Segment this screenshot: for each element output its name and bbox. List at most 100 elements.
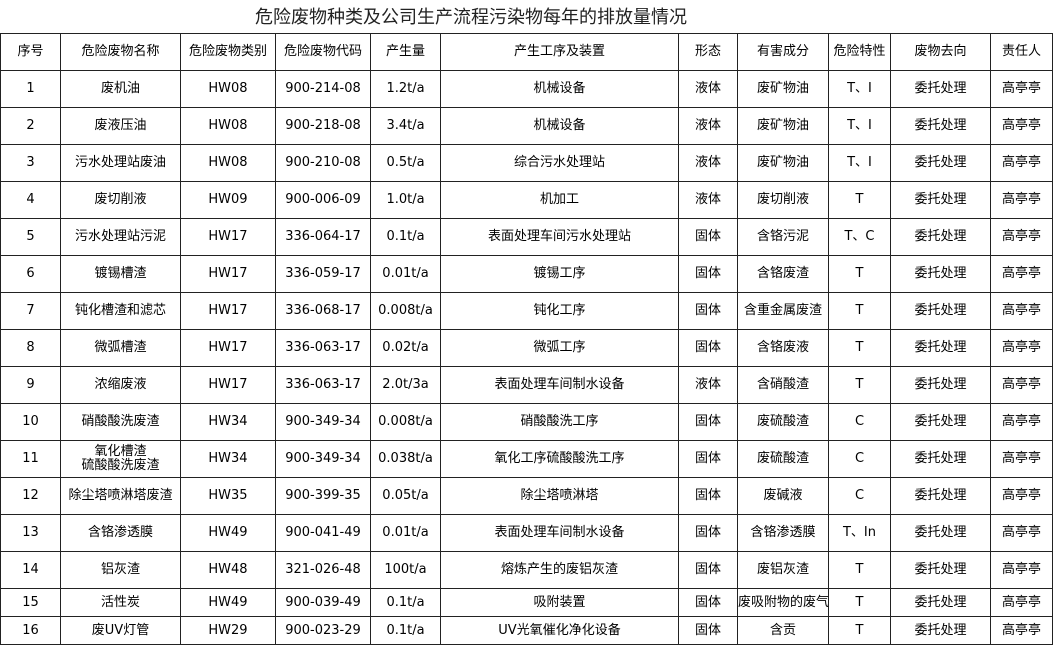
table-cell: T、In — [828, 514, 891, 552]
table-row: 2 废液压油 HW08 900-218-08 3.4t/a 机械设备 液体 废矿物油 T、I 委托… — [0, 107, 1053, 145]
table-row: 4 废切削液 HW09 900-006-09 1.0t/a 机加工 液体 废切削液 T 委托处理高… — [0, 181, 1053, 219]
table-cell: 336-063-17 — [275, 329, 371, 367]
table-cell: 吸附装置 — [440, 588, 679, 617]
table-cell: 5 — [0, 218, 61, 256]
table-cell: 委托处理 — [890, 107, 991, 145]
table-cell: 7 — [0, 292, 61, 330]
table-cell: C — [828, 477, 891, 515]
table-cell: 废切削液 — [60, 181, 181, 219]
table-cell: 0.1t/a — [370, 588, 441, 617]
table-cell: 高亭亭 — [990, 616, 1053, 645]
table-cell: 氧化槽渣 硫酸酸洗废渣 — [60, 440, 181, 478]
table-cell: HW17 — [180, 366, 276, 404]
table-cell: 900-218-08 — [275, 107, 371, 145]
table-cell: 废机油 — [60, 70, 181, 108]
table-cell: HW34 — [180, 403, 276, 441]
table-row: 10 硝酸酸洗废渣 HW34 900-349-34 0.008t/a 硝酸酸洗工序 固体 废硫… — [0, 403, 1053, 441]
table-cell: 委托处理 — [890, 588, 991, 617]
table-cell: 废液压油 — [60, 107, 181, 145]
table-row: 3 污水处理站废油 HW08 900-210-08 0.5t/a 综合污水处理站 液体 废矿物… — [0, 144, 1053, 182]
table-cell: 委托处理 — [890, 551, 991, 589]
table-body: 1 废机油 HW08 900-214-08 1.2t/a 机械设备 液体 废矿物油 T、I 委托处… — [0, 70, 1053, 645]
table-cell: 表面处理车间制水设备 — [440, 514, 679, 552]
header-cell: 有害成分 — [737, 33, 829, 71]
table-cell: 除尘塔喷淋塔废渣 — [60, 477, 181, 515]
table-cell: 固体 — [678, 514, 738, 552]
table-cell: 污水处理站污泥 — [60, 218, 181, 256]
table-cell: C — [828, 403, 891, 441]
table-cell: 委托处理 — [890, 181, 991, 219]
header-cell: 序号 — [0, 33, 61, 71]
table-cell: UV光氧催化净化设备 — [440, 616, 679, 645]
table-cell: 含贡 — [737, 616, 829, 645]
table-cell: 废切削液 — [737, 181, 829, 219]
table-cell: 0.01t/a — [370, 514, 441, 552]
table-cell: 900-349-34 — [275, 403, 371, 441]
table-cell: 高亭亭 — [990, 144, 1053, 182]
table-cell: 废铝灰渣 — [737, 551, 829, 589]
table-cell: 熔炼产生的废铝灰渣 — [440, 551, 679, 589]
table-cell: 3.4t/a — [370, 107, 441, 145]
table-cell: 15 — [0, 588, 61, 617]
table-cell: T、C — [828, 218, 891, 256]
table-cell: HW17 — [180, 218, 276, 256]
table-cell: 100t/a — [370, 551, 441, 589]
table-cell: 4 — [0, 181, 61, 219]
table-cell: 废硫酸渣 — [737, 403, 829, 441]
table-cell: T、I — [828, 144, 891, 182]
table-cell: 委托处理 — [890, 292, 991, 330]
header-row: 序号 危险废物名称 危险废物类别 危险废物代码 产生量 产生工序及装置 形态 有害成分 危险特性… — [0, 33, 1053, 71]
table-cell: 高亭亭 — [990, 292, 1053, 330]
table-cell: 液体 — [678, 107, 738, 145]
table-cell: HW29 — [180, 616, 276, 645]
table-cell: 900-039-49 — [275, 588, 371, 617]
table-cell: 1.0t/a — [370, 181, 441, 219]
table-cell: T — [828, 616, 891, 645]
table-cell: 委托处理 — [890, 255, 991, 293]
table-cell: 含铬废渣 — [737, 255, 829, 293]
table-cell: 委托处理 — [890, 366, 991, 404]
table-cell: 0.1t/a — [370, 218, 441, 256]
table-cell: 高亭亭 — [990, 218, 1053, 256]
table-cell: 0.008t/a — [370, 292, 441, 330]
header-cell: 产生量 — [370, 33, 441, 71]
table-cell: HW08 — [180, 70, 276, 108]
table-cell: 委托处理 — [890, 514, 991, 552]
table-cell: 高亭亭 — [990, 440, 1053, 478]
table-cell: 含铬渗透膜 — [60, 514, 181, 552]
table-cell: 废碱液 — [737, 477, 829, 515]
table-row: 1 废机油 HW08 900-214-08 1.2t/a 机械设备 液体 废矿物油 T、I 委托处… — [0, 70, 1053, 108]
table-cell: 微弧工序 — [440, 329, 679, 367]
table-cell: 废吸附物的废气 — [737, 588, 829, 617]
table-cell: T — [828, 292, 891, 330]
table-row: 8 微弧槽渣 HW17 336-063-17 0.02t/a 微弧工序 固体 含铬废液 T 委托处… — [0, 329, 1053, 367]
table-cell: HW49 — [180, 514, 276, 552]
table-cell: 废UV灯管 — [60, 616, 181, 645]
table-row: 5 污水处理站污泥 HW17 336-064-17 0.1t/a 表面处理车间污水处理站固… — [0, 218, 1053, 256]
table-cell: 固体 — [678, 218, 738, 256]
table-cell: 0.05t/a — [370, 477, 441, 515]
table-cell: T — [828, 366, 891, 404]
table-cell: HW34 — [180, 440, 276, 478]
table-cell: 900-210-08 — [275, 144, 371, 182]
table-cell: 高亭亭 — [990, 70, 1053, 108]
table-cell: 固体 — [678, 255, 738, 293]
table-cell: 10 — [0, 403, 61, 441]
table-cell: 900-214-08 — [275, 70, 371, 108]
table-cell: T — [828, 588, 891, 617]
table-cell: 污水处理站废油 — [60, 144, 181, 182]
table-cell: 高亭亭 — [990, 329, 1053, 367]
table-cell: 固体 — [678, 588, 738, 617]
table-cell: 2.0t/3a — [370, 366, 441, 404]
table-cell: 委托处理 — [890, 403, 991, 441]
table-cell: 铝灰渣 — [60, 551, 181, 589]
table-cell: 9 — [0, 366, 61, 404]
table-cell: 0.01t/a — [370, 255, 441, 293]
table-cell: 高亭亭 — [990, 107, 1053, 145]
table-cell: 含硝酸渣 — [737, 366, 829, 404]
table-cell: 900-023-29 — [275, 616, 371, 645]
table-cell: 镀锡工序 — [440, 255, 679, 293]
table-cell: 高亭亭 — [990, 588, 1053, 617]
table-cell: 固体 — [678, 292, 738, 330]
